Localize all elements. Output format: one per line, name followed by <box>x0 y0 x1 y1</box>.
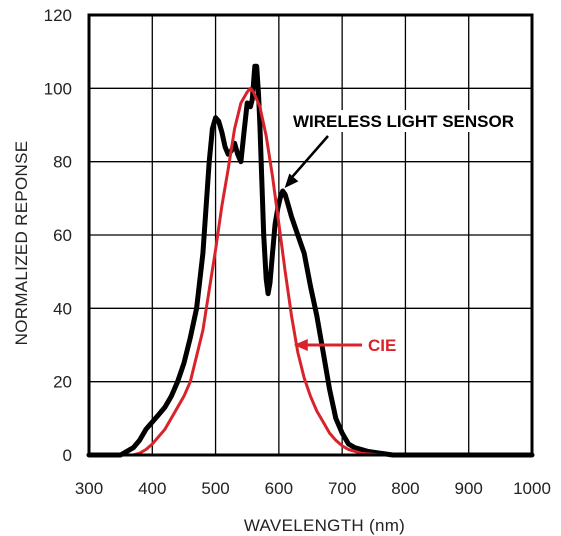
series-line-cie <box>87 86 534 457</box>
annotation-cie-label: CIE <box>368 336 396 355</box>
y-tick-label: 40 <box>53 299 72 318</box>
x-tick-labels: 300 400 500 600 700 800 900 1000 <box>75 479 551 498</box>
grid <box>88 14 533 456</box>
y-tick-labels: 0 20 40 60 80 100 120 <box>44 6 72 465</box>
x-tick-label: 900 <box>455 479 483 498</box>
y-tick-label: 20 <box>53 373 72 392</box>
x-axis-title: WAVELENGTH (nm) <box>244 516 405 535</box>
x-tick-label: 300 <box>75 479 103 498</box>
y-axis-title: NORMALIZED REPONSE <box>12 141 31 346</box>
y-tick-label: 80 <box>53 153 72 172</box>
x-tick-label: 800 <box>391 479 419 498</box>
y-tick-label: 120 <box>44 6 72 25</box>
annotation-sensor-label: WIRELESS LIGHT SENSOR <box>293 112 514 131</box>
y-tick-label: 100 <box>44 79 72 98</box>
x-tick-label: 600 <box>265 479 293 498</box>
annotation-sensor-bg <box>289 110 515 132</box>
x-tick-label: 400 <box>138 479 166 498</box>
x-tick-label: 500 <box>201 479 229 498</box>
annotation-layer: WIRELESS LIGHT SENSOR CIE <box>284 110 515 355</box>
y-tick-label: 0 <box>63 446 72 465</box>
plot-frame <box>87 13 534 457</box>
annotation-sensor-arrow-shaft <box>287 135 329 182</box>
y-tick-label: 60 <box>53 226 72 245</box>
annotation-sensor-arrow-head <box>284 173 299 188</box>
x-tick-label: 700 <box>328 479 356 498</box>
annotation-cie-arrow-head <box>293 339 308 351</box>
x-tick-label: 1000 <box>513 479 551 498</box>
